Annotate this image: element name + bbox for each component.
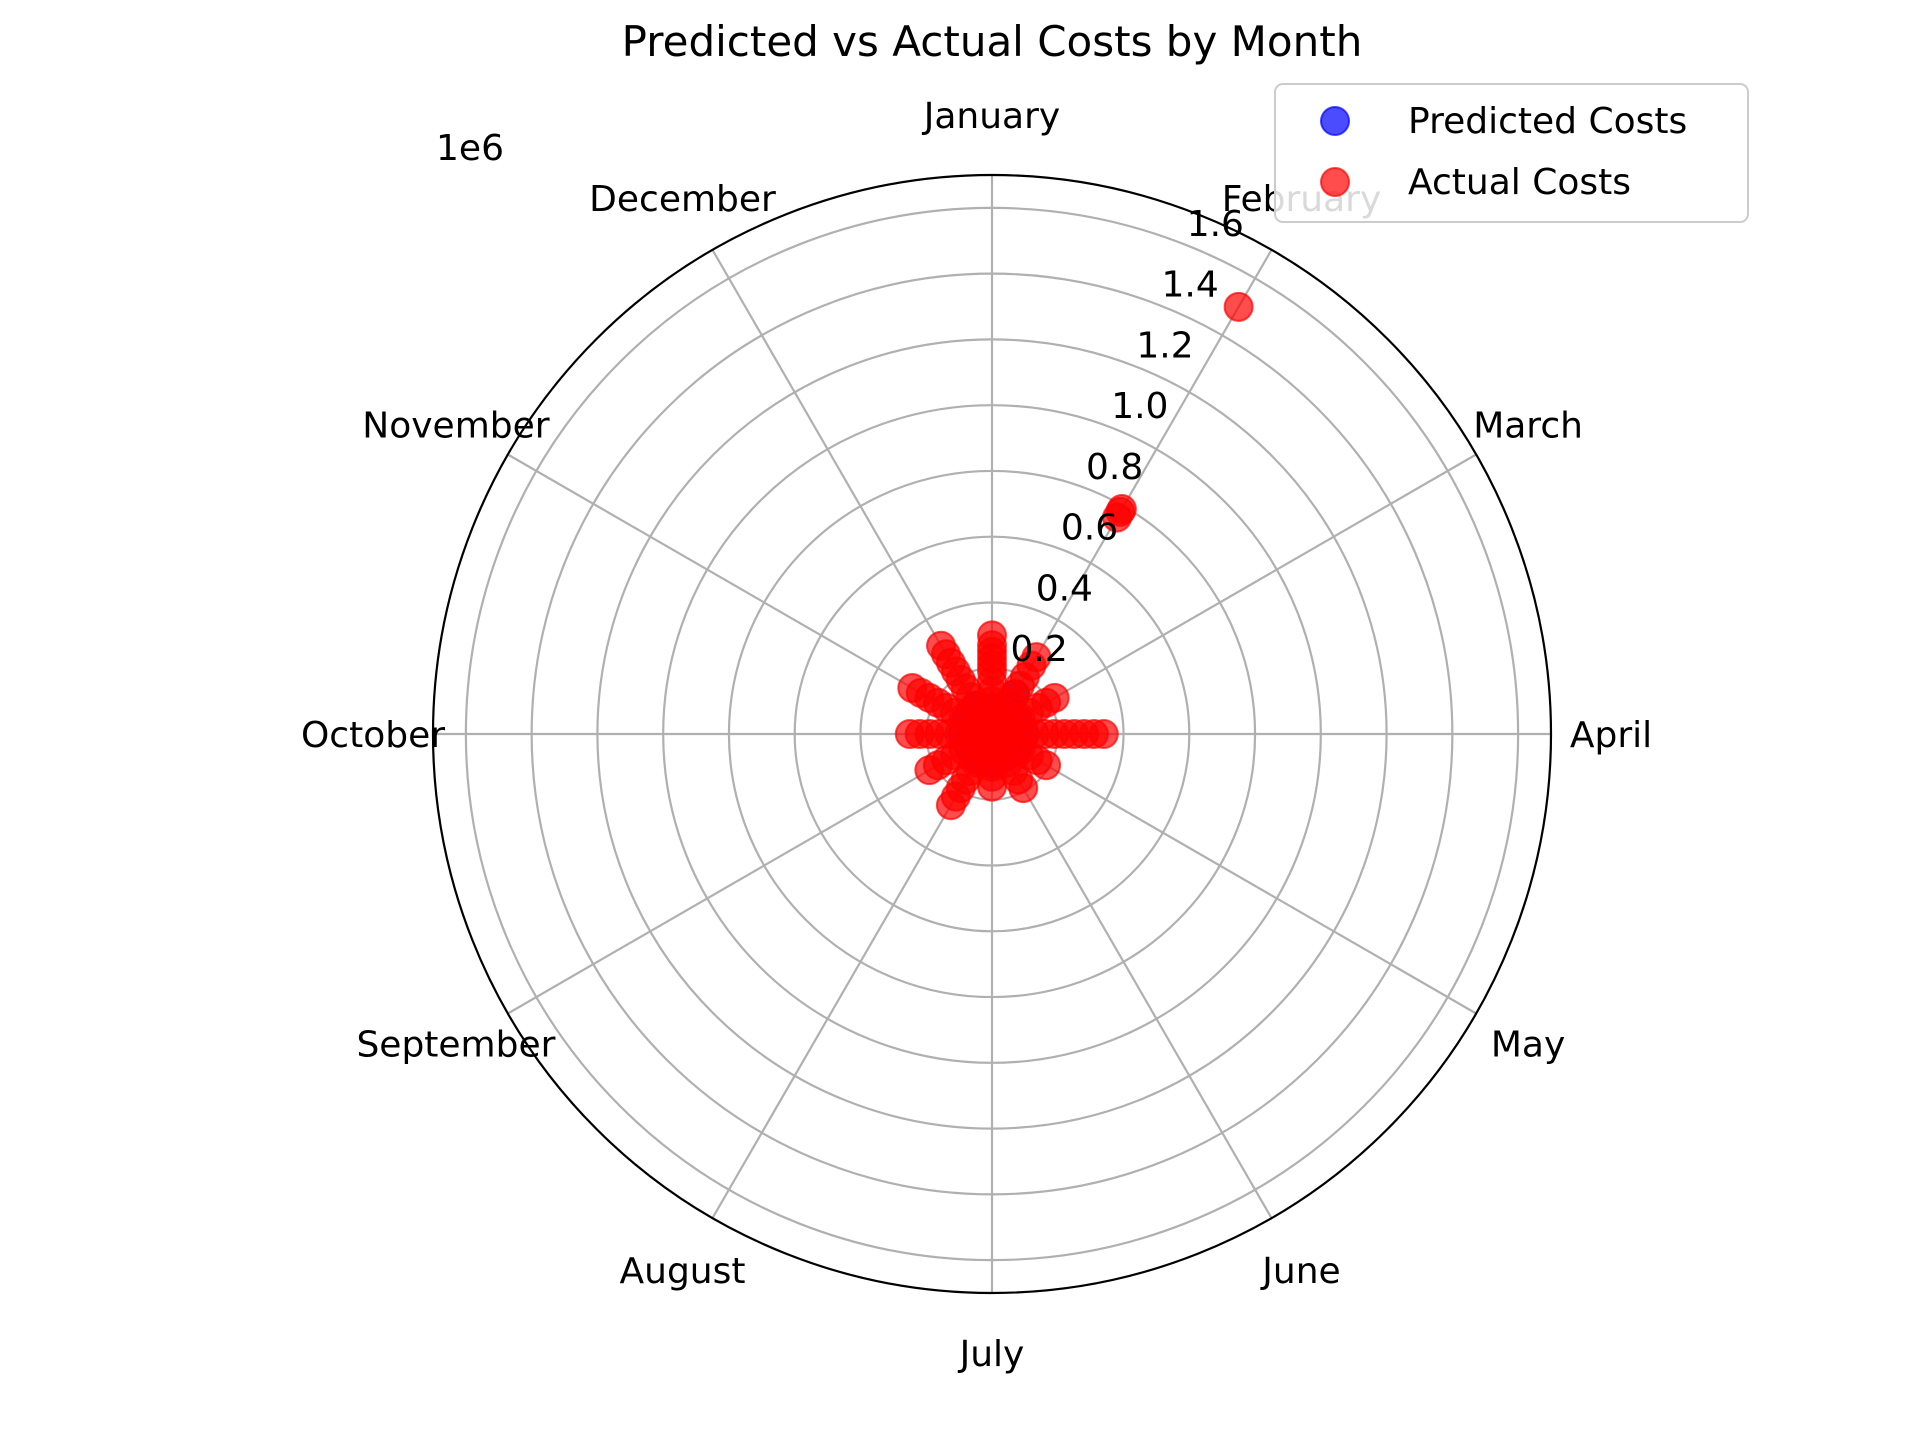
r-tick-label-3: 0.8 — [1086, 447, 1143, 488]
actual-point-89 — [897, 672, 928, 703]
actual-point-80 — [894, 719, 925, 749]
r-tick-label-7: 1.6 — [1187, 204, 1244, 245]
polar-spine — [431, 173, 1553, 1295]
data-points — [894, 291, 1254, 821]
month-label-november: November — [362, 406, 549, 447]
month-label-march: March — [1473, 406, 1583, 447]
month-label-october: October — [301, 715, 445, 756]
actual-point-40 — [1088, 719, 1119, 749]
r-tick-label-0: 0.2 — [1011, 629, 1068, 670]
month-label-june: June — [1260, 1251, 1340, 1292]
theta-gridline-march — [991, 453, 1477, 735]
actual-point-18 — [1021, 642, 1052, 673]
legend-label-predicted: Predicted Costs — [1408, 101, 1687, 142]
actual-point-21 — [1106, 494, 1137, 525]
theta-gridline-september — [507, 733, 993, 1015]
actual-point-72 — [914, 755, 945, 786]
legend-box — [1274, 83, 1749, 223]
actual-point-29 — [1039, 682, 1070, 713]
actual-point-46 — [1031, 750, 1062, 781]
month-label-august: August — [620, 1251, 746, 1292]
r-tick-label-1: 0.4 — [1036, 568, 1093, 609]
actual-point-65 — [935, 790, 966, 821]
legend-marker-predicted — [1320, 106, 1350, 136]
actual-point-10 — [977, 620, 1007, 651]
legend-marker-actual — [1320, 167, 1350, 197]
actual-point-22 — [1223, 291, 1254, 322]
month-label-december: December — [589, 179, 776, 220]
actual-point-52 — [1008, 773, 1039, 804]
month-label-january: January — [922, 96, 1060, 137]
month-labels: JanuaryFebruaryMarchAprilMayJuneJulyAugu… — [301, 96, 1652, 1375]
legend: Predicted Costs Actual Costs — [1274, 83, 1749, 223]
r-tick-label-4: 1.0 — [1111, 386, 1168, 427]
theta-gridline-june — [991, 733, 1273, 1219]
radial-tick-labels: 0.2 0.4 0.6 0.8 1.0 1.2 1.4 1.6 — [1011, 204, 1244, 670]
month-label-may: May — [1491, 1025, 1565, 1066]
legend-label-actual: Actual Costs — [1408, 162, 1631, 203]
chart-title: Predicted vs Actual Costs by Month — [622, 17, 1363, 66]
r-offset-label: 1e6 — [436, 128, 504, 169]
r-tick-label-2: 0.6 — [1061, 508, 1118, 549]
r-tick-label-6: 1.4 — [1162, 265, 1219, 306]
month-label-april: April — [1570, 715, 1652, 756]
r-tick-label-5: 1.2 — [1136, 325, 1193, 366]
actual-point-99 — [926, 630, 957, 661]
theta-gridline-may — [991, 733, 1477, 1015]
month-label-september: September — [356, 1025, 555, 1066]
month-label-july: July — [958, 1334, 1025, 1375]
